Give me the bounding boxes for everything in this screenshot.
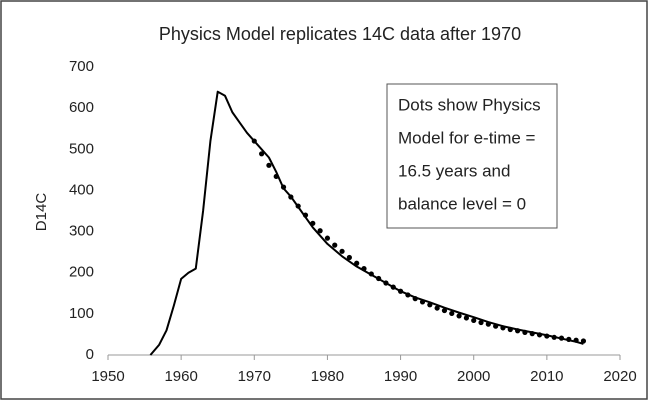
data-dot <box>273 173 279 180</box>
data-dot <box>471 317 477 324</box>
data-dot <box>295 203 301 209</box>
data-dot <box>551 334 557 340</box>
data-dot <box>361 266 367 272</box>
x-tick-label: 1960 <box>164 368 197 385</box>
x-tick-label: 2000 <box>457 368 490 385</box>
data-dot <box>397 288 404 294</box>
data-dot <box>251 138 257 144</box>
data-dot <box>573 337 579 343</box>
data-dot <box>522 329 528 335</box>
data-dot <box>449 310 455 317</box>
data-dot <box>390 284 396 290</box>
data-dot <box>478 319 484 326</box>
annotation-line: Model for e-time = <box>398 128 536 147</box>
annotation-line: 16.5 years and <box>398 161 510 180</box>
data-dot <box>339 248 345 254</box>
data-dot <box>493 323 499 329</box>
data-dot <box>419 299 426 305</box>
data-dot <box>456 313 462 319</box>
x-tick-label: 2010 <box>530 368 563 385</box>
data-dot <box>332 242 338 248</box>
y-tick-label: 700 <box>69 58 94 75</box>
data-dot <box>507 326 513 333</box>
data-dot <box>500 325 506 331</box>
data-dot <box>405 292 411 298</box>
data-dot <box>434 305 440 311</box>
data-dot <box>412 296 418 302</box>
data-dot <box>317 228 323 234</box>
y-tick-label: 100 <box>69 305 94 322</box>
data-dot <box>485 321 491 327</box>
data-dot <box>346 254 352 261</box>
data-dot <box>302 212 309 218</box>
data-dot <box>529 331 535 337</box>
annotation-box <box>386 83 558 229</box>
data-dot <box>566 336 572 342</box>
x-tick-label: 1950 <box>91 368 124 385</box>
y-tick-label: 500 <box>69 140 94 157</box>
x-tick-label: 1980 <box>311 368 344 385</box>
x-tick-label: 2020 <box>603 368 636 385</box>
chart-title: Physics Model replicates 14C data after … <box>159 24 521 44</box>
data-dot <box>310 220 316 226</box>
y-tick-label: 600 <box>69 99 94 116</box>
data-dot <box>515 328 521 334</box>
y-axis-label: D14C <box>33 193 50 232</box>
data-dot <box>463 315 469 321</box>
y-tick-label: 400 <box>69 181 94 198</box>
data-dot <box>288 194 294 200</box>
data-dot <box>441 307 448 314</box>
y-tick-label: 200 <box>69 264 94 281</box>
data-dot <box>280 184 287 190</box>
annotation-line: balance level = 0 <box>398 194 526 213</box>
data-dot <box>368 271 374 277</box>
data-dot <box>266 162 272 168</box>
data-dot <box>354 260 360 266</box>
x-tick-label: 1970 <box>238 368 271 385</box>
y-tick-label: 0 <box>86 346 94 363</box>
data-dot <box>324 235 331 241</box>
data-dot <box>383 280 389 286</box>
data-dot <box>536 332 543 338</box>
data-dot <box>580 338 587 344</box>
x-tick-label: 1990 <box>384 368 417 385</box>
data-dot <box>544 333 550 339</box>
data-dot <box>558 335 565 341</box>
data-dot <box>427 302 433 308</box>
data-dot <box>376 275 382 282</box>
y-tick-label: 300 <box>69 223 94 240</box>
annotation-line: Dots show Physics <box>398 95 541 114</box>
data-dot <box>259 151 265 157</box>
